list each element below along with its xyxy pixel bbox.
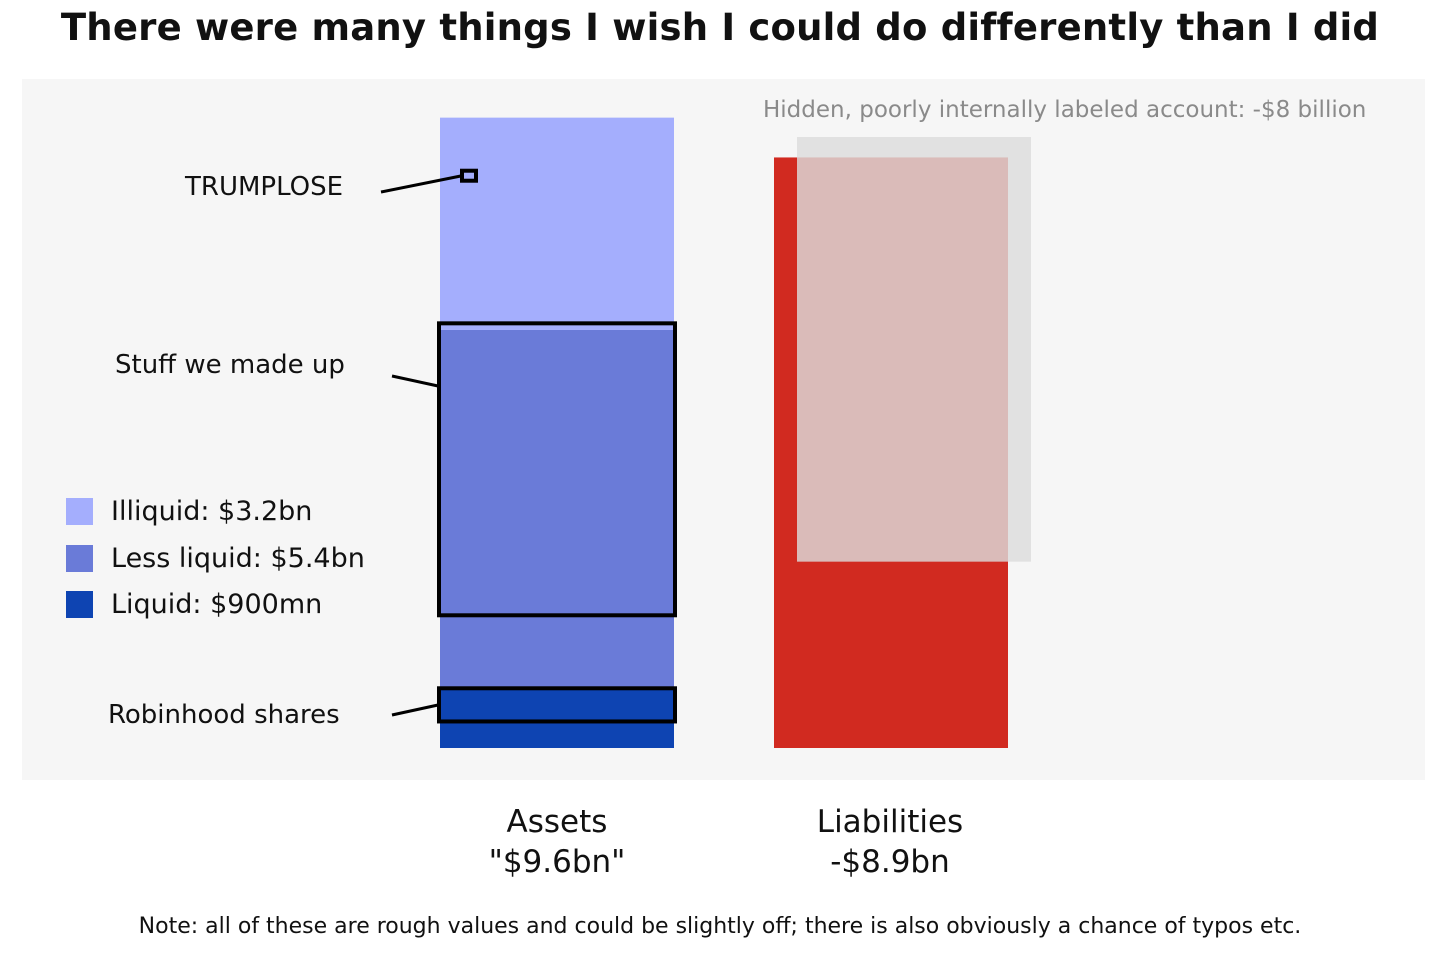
footnote: Note: all of these are rough values and … [138, 914, 1302, 939]
liabilities-category-label: Liabilities [816, 804, 964, 840]
annotation-line-robinhood-shares [391, 703, 439, 717]
legend-text-illiquid: Illiquid: $3.2bn [111, 496, 313, 527]
legend-item-less-liquid: Less liquid: $5.4bn [66, 543, 365, 574]
hidden-account-bar [797, 137, 1031, 562]
asset-bar-liquid [440, 688, 674, 748]
legend-text-liquid: Liquid: $900mn [111, 589, 323, 620]
annotation-line-trumplose [380, 174, 463, 194]
hidden-account-label: Hidden, poorly internally labeled accoun… [763, 97, 1367, 123]
legend-swatch-less-liquid [66, 545, 93, 572]
plot-area [22, 79, 1425, 780]
annotation-box-stuff-we-made-up [437, 321, 677, 618]
annotation-label-trumplose: TRUMPLOSE [185, 172, 344, 202]
liabilities-column-label: Liabilities -$8.9bn [720, 802, 1060, 882]
asset-bar-less-liquid [440, 329, 674, 689]
assets-total-label: "$9.6bn" [488, 844, 626, 880]
legend-text-less-liquid: Less liquid: $5.4bn [111, 543, 365, 574]
annotation-label-robinhood-shares: Robinhood shares [108, 700, 340, 730]
legend-swatch-illiquid [66, 498, 93, 525]
annotation-line-stuff-we-made-up [391, 374, 439, 388]
legend-item-illiquid: Illiquid: $3.2bn [66, 496, 312, 527]
annotation-box-robinhood-shares [437, 686, 677, 724]
assets-category-label: Assets [506, 804, 608, 840]
legend-item-liquid: Liquid: $900mn [66, 589, 322, 620]
assets-column-label: Assets "$9.6bn" [387, 802, 727, 882]
liabilities-total-label: -$8.9bn [830, 844, 950, 880]
asset-bar-illiquid [440, 117, 674, 330]
annotation-label-stuff-we-made-up: Stuff we made up [115, 350, 345, 380]
chart-title: There were many things I wish I could do… [60, 6, 1380, 49]
legend-swatch-liquid [66, 591, 93, 618]
